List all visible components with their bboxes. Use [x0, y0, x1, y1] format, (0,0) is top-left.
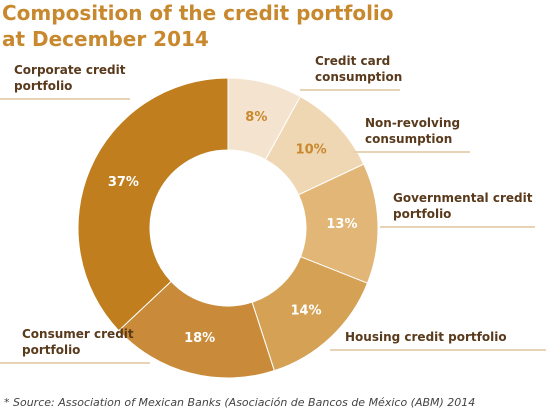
value-label: 14% [290, 304, 321, 319]
source-note: * Source: Association of Mexican Banks (… [4, 396, 476, 409]
donut-slice [77, 77, 229, 332]
category-label: Non-revolving consumption [350, 115, 470, 153]
category-label: Governmental credit portfolio [380, 190, 535, 228]
value-label: 8% [245, 110, 267, 125]
value-label: 37% [108, 175, 139, 190]
donut-slice [117, 280, 275, 379]
category-label: Corporate credit portfolio [0, 62, 130, 100]
category-label: Consumer credit portfolio [0, 326, 150, 364]
chart-title: Composition of the credit portfolio at D… [2, 1, 394, 51]
value-label: 10% [296, 142, 327, 157]
value-label: 18% [184, 331, 215, 346]
category-label: Housing credit portfolio [330, 329, 546, 351]
value-label: 13% [326, 217, 357, 232]
category-label: Credit card consumption [300, 53, 402, 91]
